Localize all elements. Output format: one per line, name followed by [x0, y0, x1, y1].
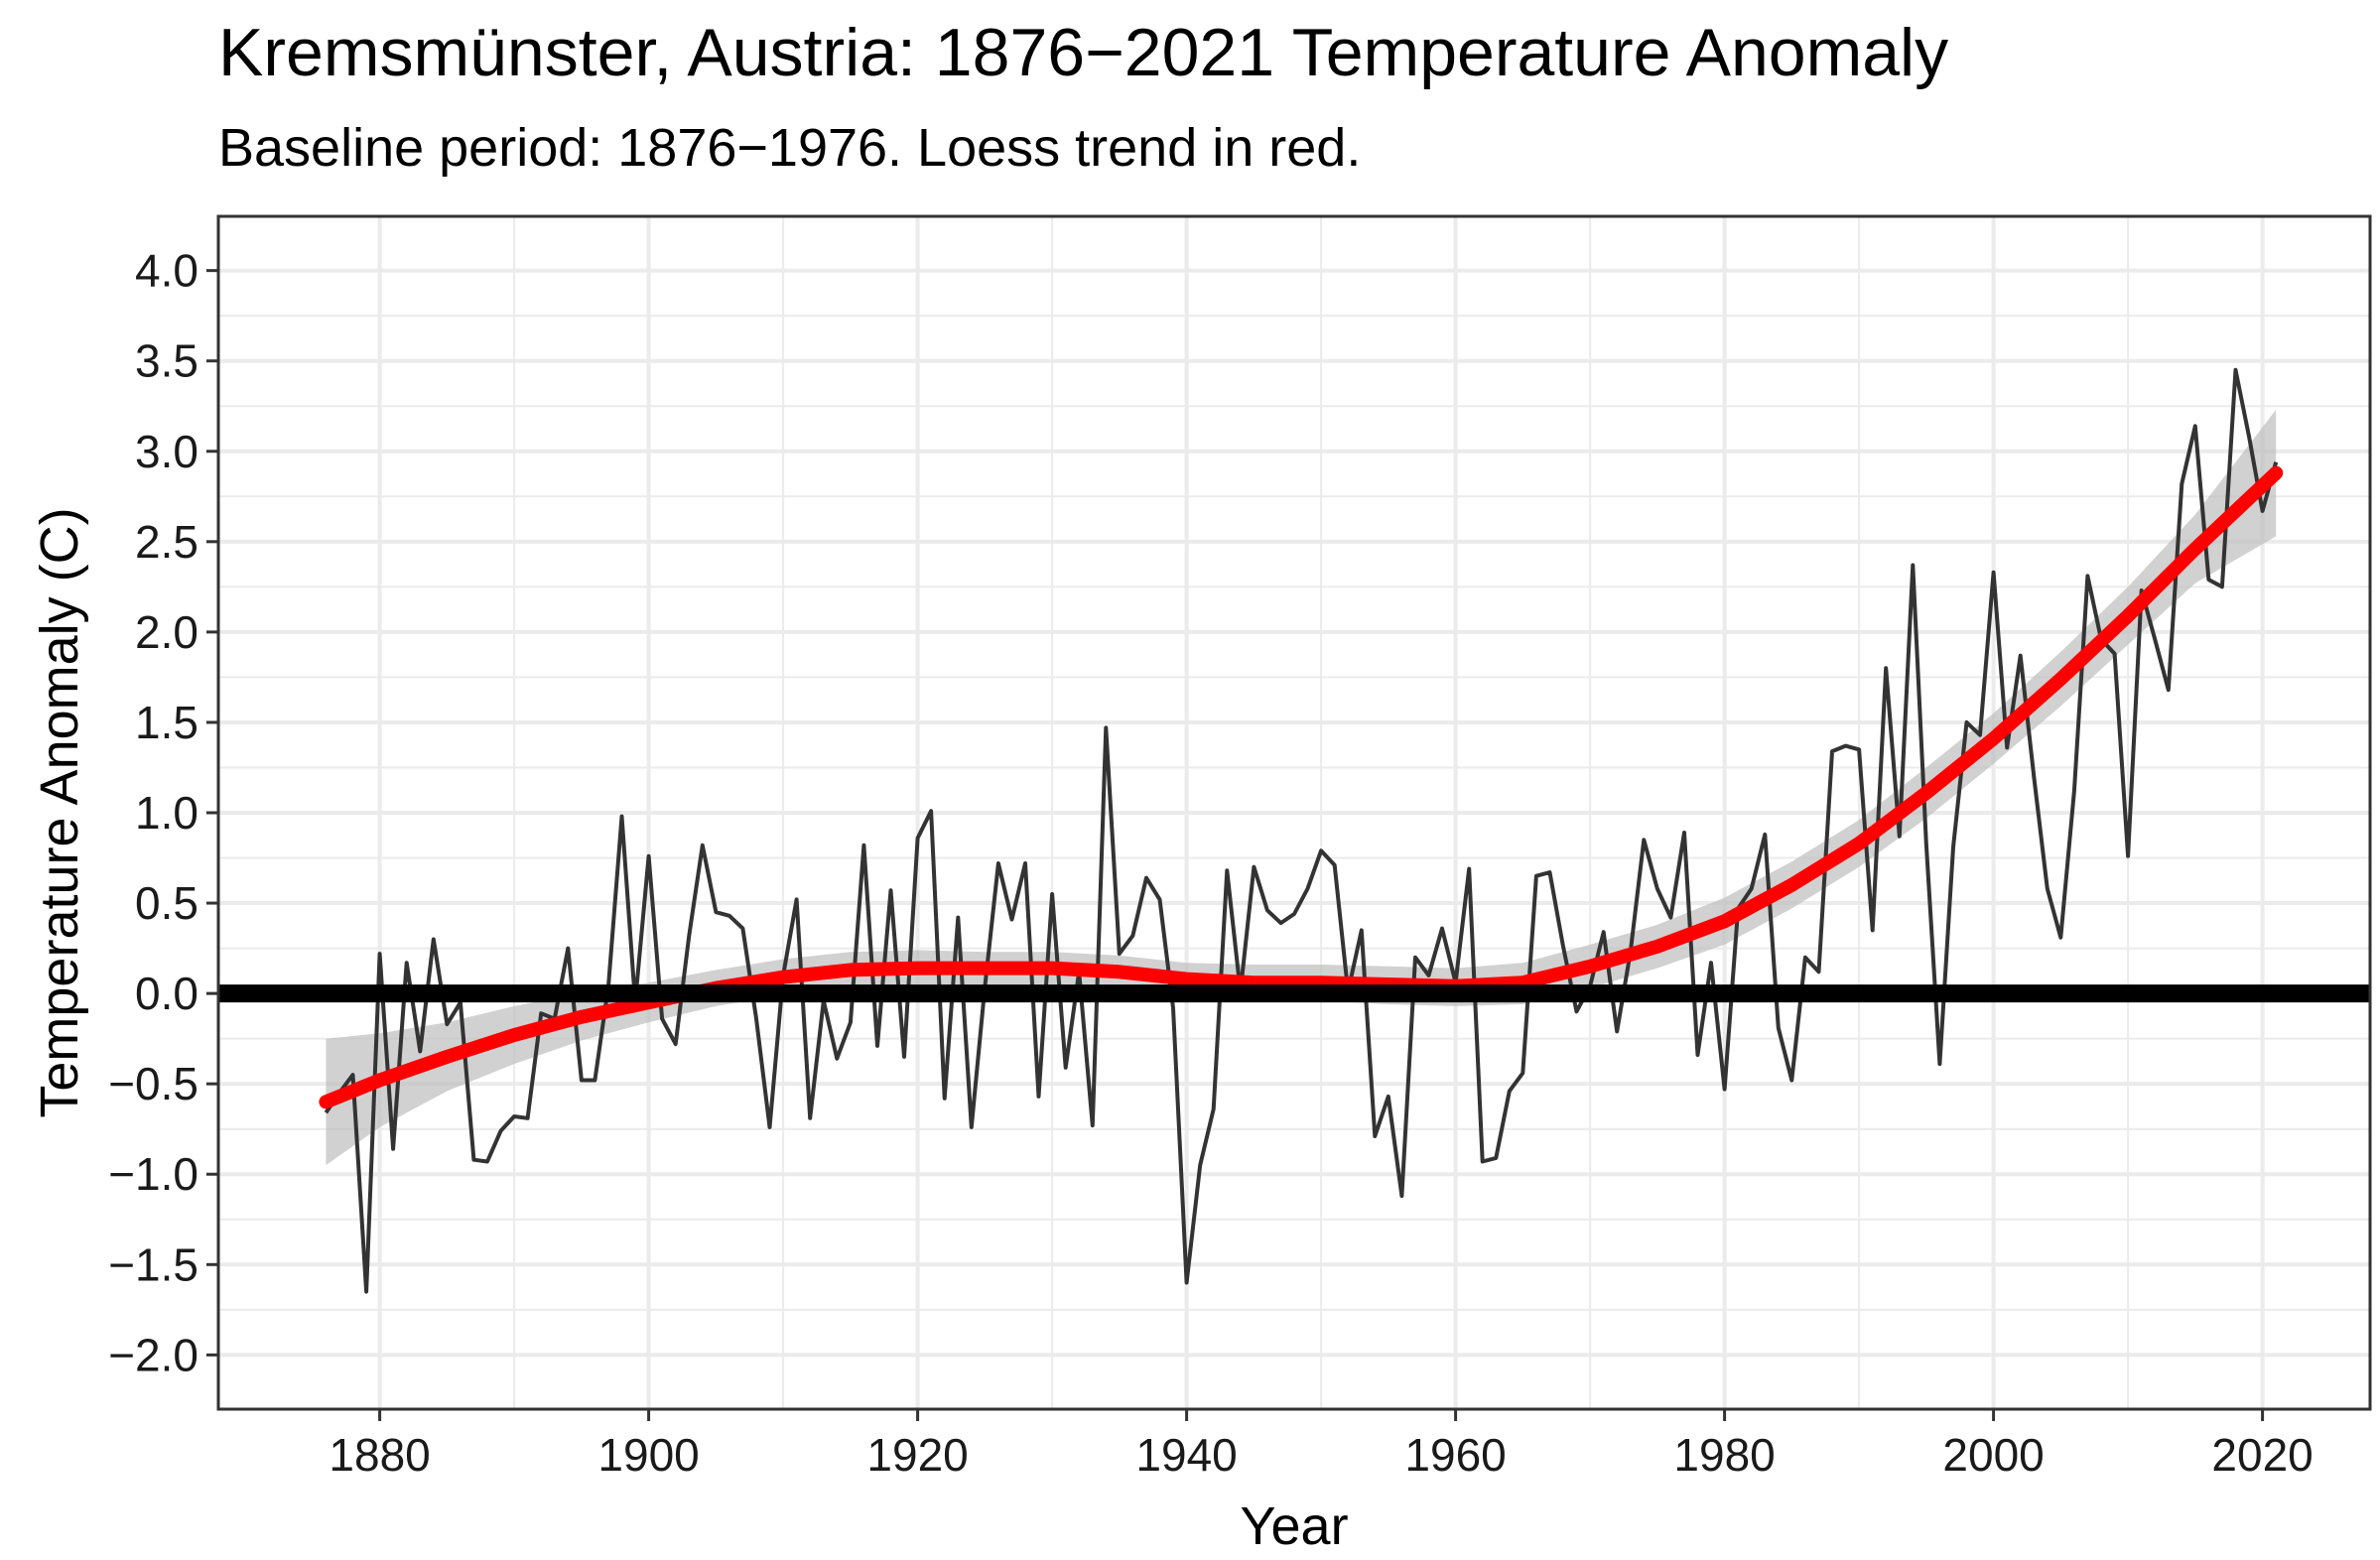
y-tick-label: 0.5 — [135, 877, 198, 929]
x-tick-label: 1920 — [866, 1429, 968, 1481]
y-tick-label: 2.5 — [135, 516, 198, 568]
x-tick-label: 1940 — [1135, 1429, 1237, 1481]
x-axis-label: Year — [1240, 1496, 1348, 1556]
x-tick-label: 2020 — [2211, 1429, 2313, 1481]
confidence-band-layer — [326, 409, 2277, 1166]
y-tick-label: 1.5 — [135, 697, 198, 748]
y-tick-label: 3.0 — [135, 426, 198, 477]
x-tick-label: 1880 — [329, 1429, 430, 1481]
chart-title: Kremsmünster, Austria: 1876−2021 Tempera… — [218, 15, 1949, 90]
y-tick-label: 1.0 — [135, 787, 198, 839]
x-tick-label: 1900 — [597, 1429, 699, 1481]
y-tick-label: −0.5 — [108, 1058, 198, 1109]
grid-major — [218, 216, 2370, 1409]
confidence-band — [326, 409, 2277, 1166]
series-layer — [324, 367, 2279, 1294]
y-tick-label: 3.5 — [135, 335, 198, 387]
y-tick-label: −1.0 — [108, 1148, 198, 1200]
trend-layer — [319, 465, 2284, 1109]
y-tick-label: 0.0 — [135, 968, 198, 1019]
y-tick-label: −1.5 — [108, 1238, 198, 1290]
anomaly-series-line — [324, 367, 2279, 1294]
y-tick-label: 4.0 — [135, 245, 198, 297]
loess-trend-line — [319, 465, 2284, 1109]
y-tick-label: −2.0 — [108, 1329, 198, 1380]
chart-subtitle: Baseline period: 1876−1976. Loess trend … — [218, 118, 1362, 178]
x-tick-label: 1980 — [1673, 1429, 1775, 1481]
y-axis: −2.0 −1.5 −1.0 −0.5 0.0 0.5 1.0 1.5 2.0 2.5 3.0 3.5… — [108, 245, 218, 1380]
x-axis: 1880 1900 1920 1940 1960 1980 2000 2020 — [329, 1409, 2314, 1481]
y-axis-label: Temperature Anomaly (C) — [30, 507, 89, 1117]
x-tick-label: 2000 — [1942, 1429, 2044, 1481]
x-tick-label: 1960 — [1404, 1429, 1506, 1481]
y-tick-label: 2.0 — [135, 606, 198, 658]
